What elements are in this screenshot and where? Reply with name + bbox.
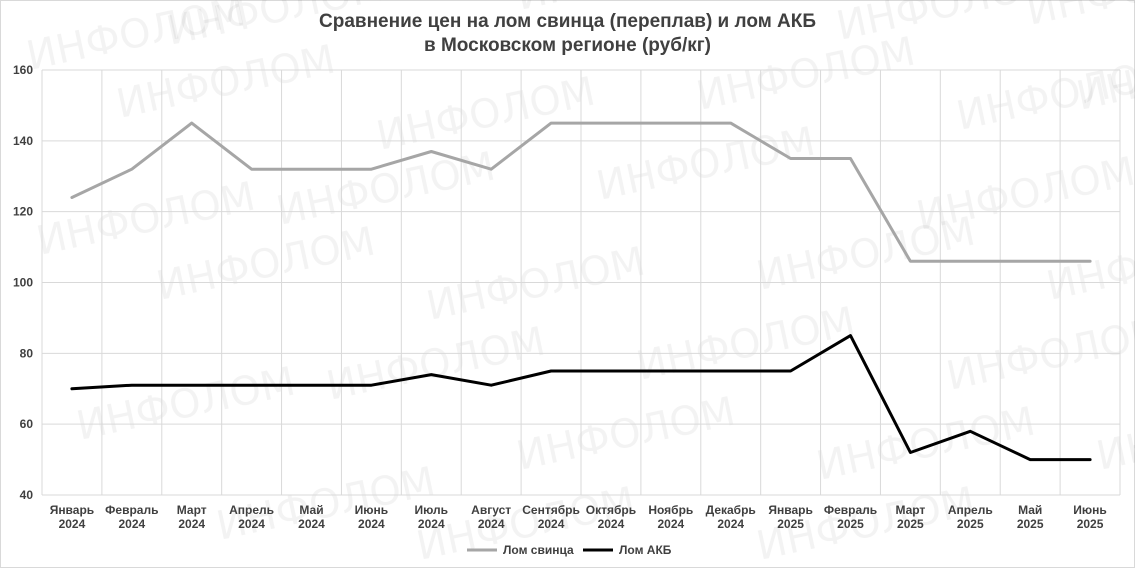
x-tick-label-year: 2025 (957, 517, 984, 531)
watermark-text: ИНФОЛОМ (1073, 29, 1135, 120)
x-axis: Январь2024Февраль2024Март2024Апрель2024М… (50, 503, 1107, 531)
legend-label: Лом АКБ (619, 543, 672, 557)
watermark-text: ИНФОЛОМ (1043, 219, 1135, 310)
x-tick-label-year: 2024 (358, 517, 385, 531)
watermark-text: ИНФОЛОМ (943, 309, 1135, 400)
grid-lines (41, 69, 1121, 496)
watermark-text: ИНФОЛОМ (753, 209, 980, 300)
watermark-text: ИНФОЛОМ (73, 359, 300, 450)
x-tick-label-month: Февраль (105, 503, 158, 517)
y-axis: 40 60 80 100 120 140 160 (13, 63, 33, 502)
legend: Лом свинца Лом АКБ (467, 543, 672, 557)
x-tick-label-year: 2025 (837, 517, 864, 531)
y-tick-label: 80 (20, 346, 34, 360)
y-tick-label: 40 (20, 488, 34, 502)
chart-title-line-2: в Московском регионе (руб/кг) (423, 35, 711, 56)
x-tick-label-year: 2024 (298, 517, 325, 531)
watermark-text: ИНФОЛОМ (593, 119, 820, 210)
chart-title-line-1: Сравнение цен на лом свинца (переплав) и… (319, 11, 816, 32)
watermark-text: ИНФОЛОМ (633, 299, 860, 390)
watermark-text: ИНФОЛОМ (693, 29, 920, 120)
x-tick-label-month: Октябрь (586, 503, 636, 517)
watermark-text: ИНФОЛОМ (513, 0, 740, 20)
x-tick-label-year: 2024 (178, 517, 205, 531)
y-tick-label: 60 (20, 417, 34, 431)
x-tick-label-month: Апрель (948, 503, 993, 517)
y-tick-label: 120 (13, 205, 33, 219)
x-tick-label-year: 2024 (538, 517, 565, 531)
watermark-text: ИНФОЛОМ (1023, 0, 1135, 35)
x-tick-label-month: Январь (768, 503, 812, 517)
x-tick-label-month: Февраль (824, 503, 877, 517)
x-tick-label-year: 2024 (598, 517, 625, 531)
watermark-text: ИНФОЛОМ (513, 389, 740, 480)
x-tick-label-month: Март (177, 503, 207, 517)
legend-label: Лом свинца (503, 543, 574, 557)
watermark-text: ИНФОЛОМ (323, 319, 550, 410)
x-tick-label-month: Сентябрь (522, 503, 580, 517)
x-tick-label-month: Июль (414, 503, 448, 517)
x-tick-label-month: Апрель (229, 503, 274, 517)
watermark-text: ИНФОЛОМ (1093, 389, 1135, 480)
x-tick-label-month: Июнь (1073, 503, 1107, 517)
watermark-layer: ИНФОЛОМИНФОЛОМИНФОЛОМИНФОЛОМИНФОЛОМИНФОЛ… (23, 0, 1135, 568)
series-line-lead-scrap (70, 121, 1092, 263)
x-tick-label-month: Май (1018, 503, 1042, 517)
x-tick-label-year: 2025 (1077, 517, 1104, 531)
x-tick-label-month: Июнь (355, 503, 389, 517)
y-tick-label: 100 (13, 276, 33, 290)
x-tick-label-month: Май (299, 503, 323, 517)
y-tick-label: 140 (13, 134, 33, 148)
y-tick-label: 160 (13, 63, 33, 77)
x-tick-label-year: 2025 (777, 517, 804, 531)
x-tick-label-year: 2025 (897, 517, 924, 531)
x-tick-label-year: 2024 (59, 517, 86, 531)
x-tick-label-year: 2024 (118, 517, 145, 531)
series-line-battery-scrap (70, 334, 1092, 462)
watermark-text: ИНФОЛОМ (423, 239, 650, 330)
x-tick-label-year: 2024 (418, 517, 445, 531)
x-tick-label-year: 2024 (717, 517, 744, 531)
x-tick-label-month: Декабрь (706, 503, 756, 517)
series-lines (70, 121, 1092, 462)
x-tick-label-year: 2024 (657, 517, 684, 531)
x-tick-label-month: Август (471, 503, 511, 517)
watermark-text: ИНФОЛОМ (813, 399, 1040, 490)
chart-title: Сравнение цен на лом свинца (переплав) и… (0, 10, 1135, 58)
x-tick-label-year: 2024 (478, 517, 505, 531)
x-tick-label-month: Март (895, 503, 925, 517)
x-tick-label-year: 2024 (238, 517, 265, 531)
x-tick-label-month: Ноябрь (648, 503, 693, 517)
x-tick-label-month: Январь (50, 503, 94, 517)
x-tick-label-year: 2025 (1017, 517, 1044, 531)
